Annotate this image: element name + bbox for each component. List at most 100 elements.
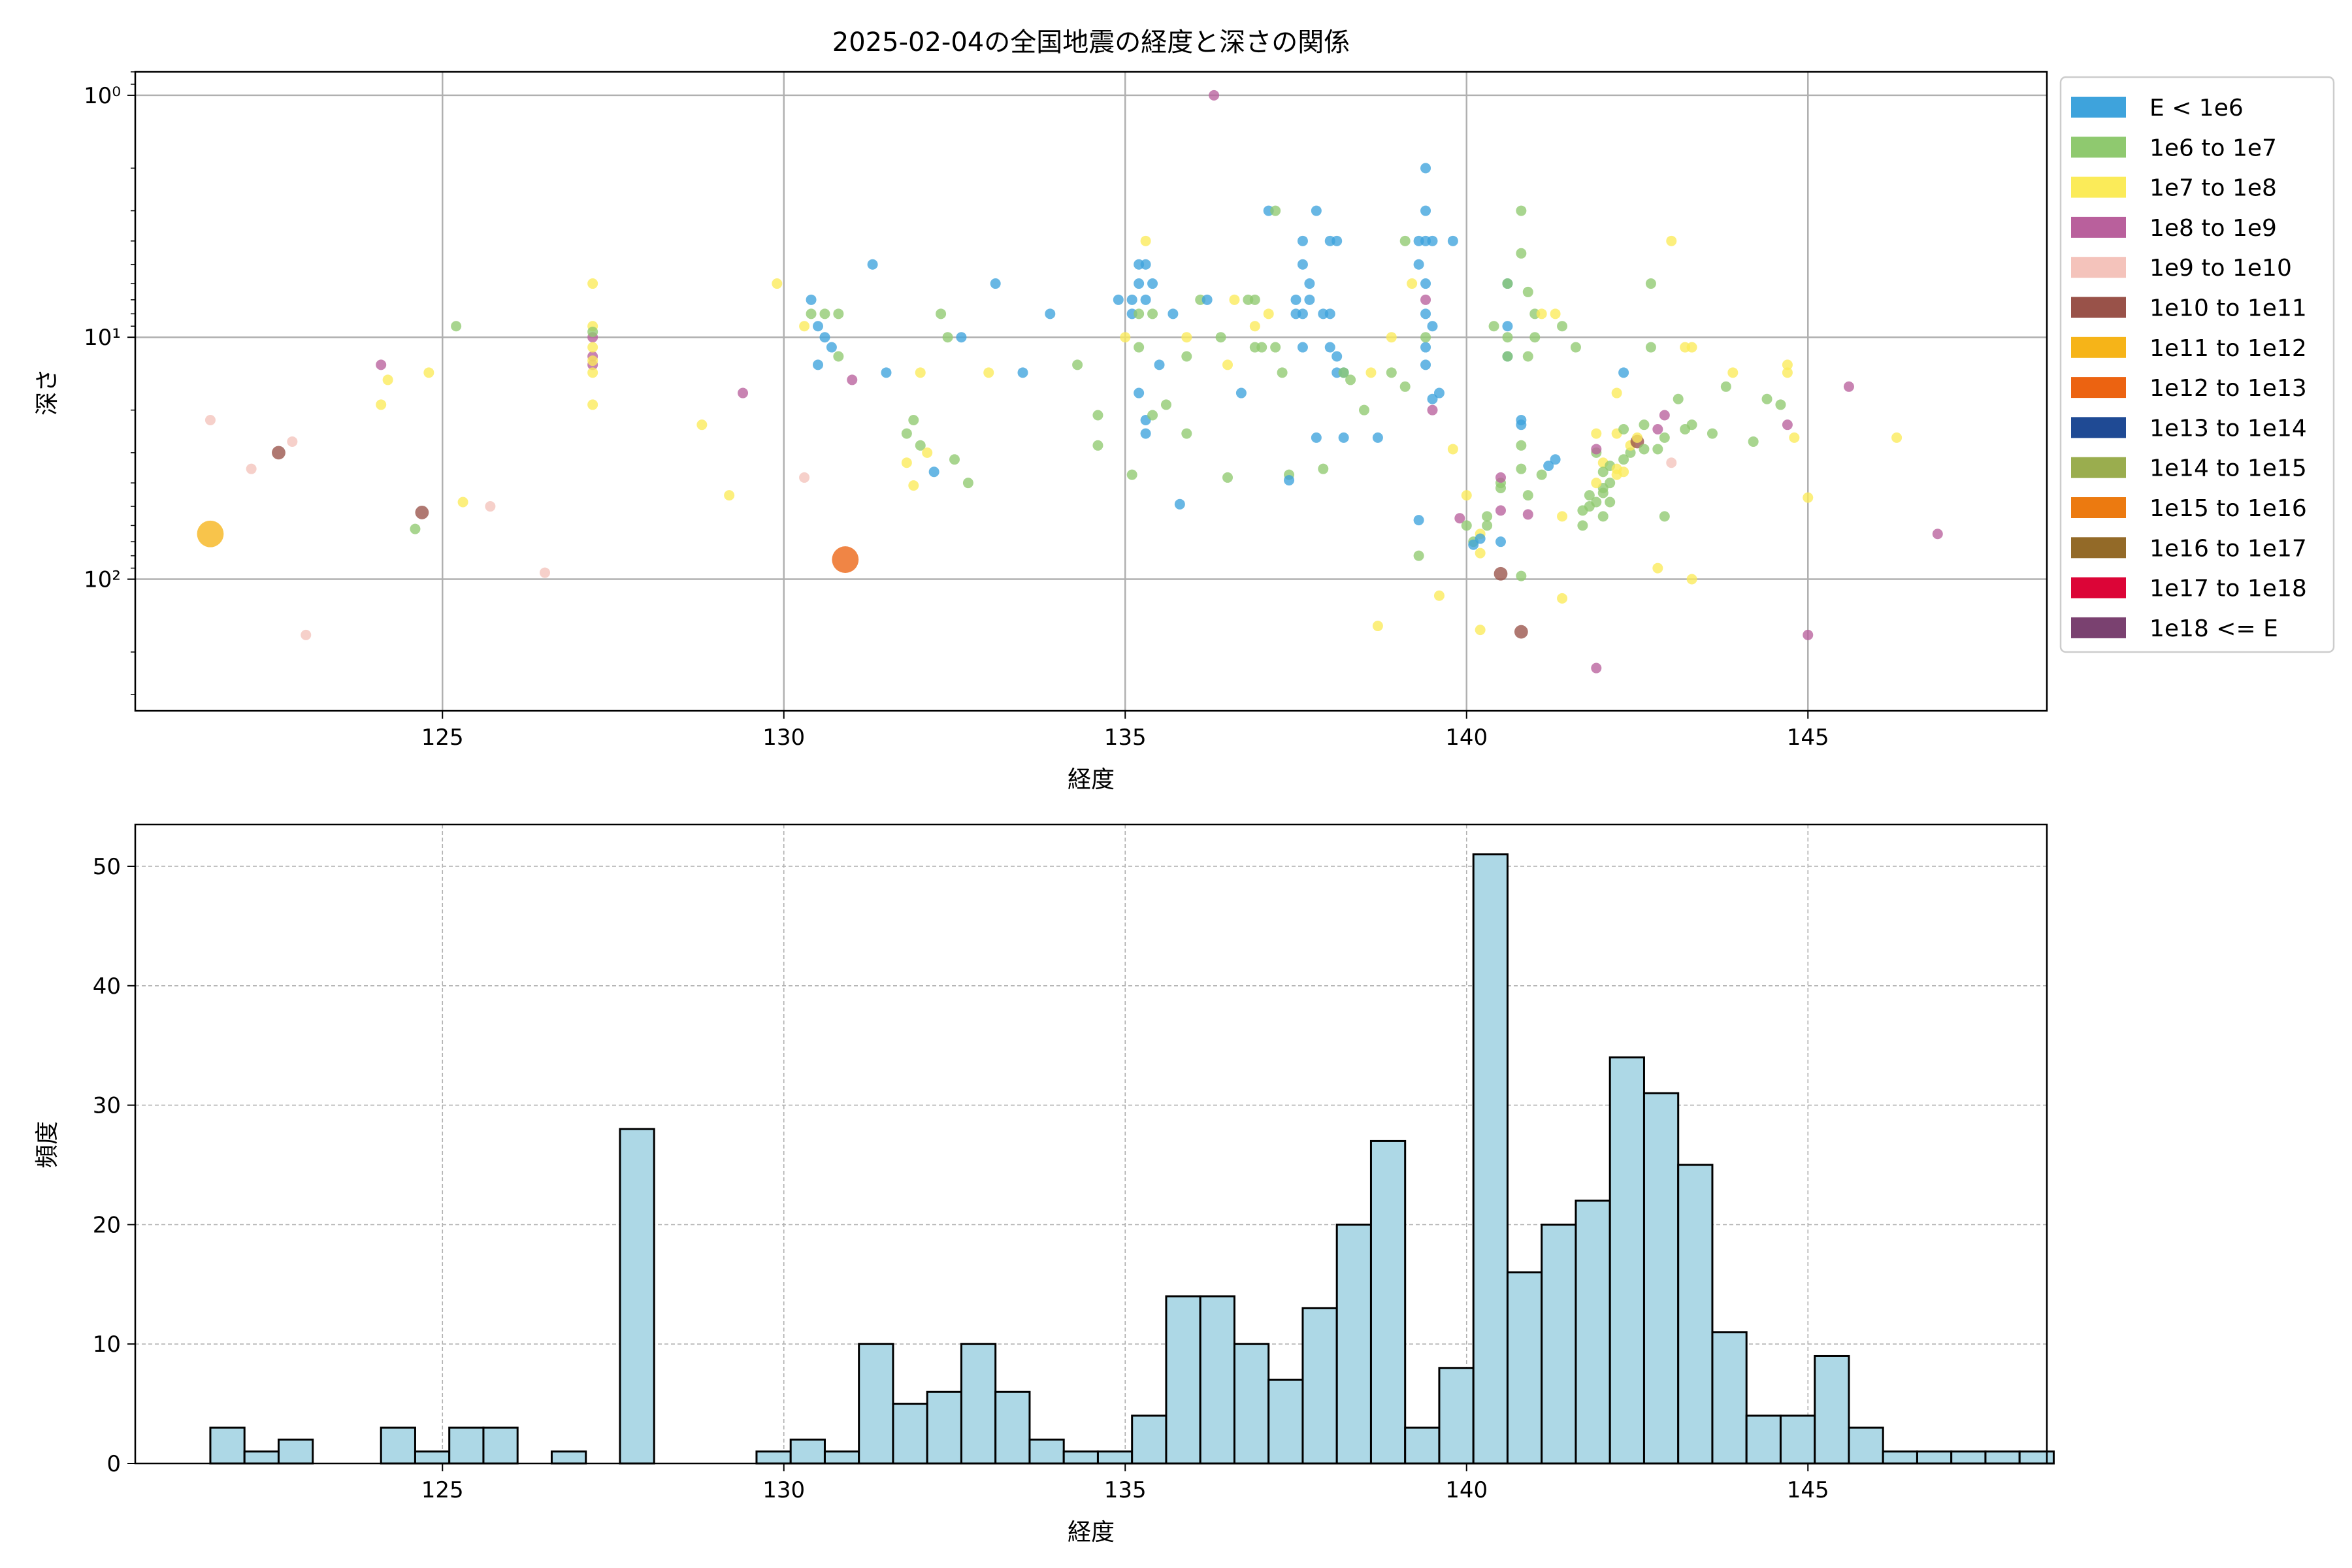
legend-frame [2059, 76, 2335, 653]
scatter-point [1891, 432, 1903, 443]
scatter-point [1290, 294, 1301, 305]
scatter-point [1686, 342, 1697, 353]
scatter-point [287, 436, 298, 447]
scatter-point [1045, 308, 1056, 319]
scatter-point [1181, 332, 1192, 343]
scatter-point [1277, 367, 1288, 378]
scatter-point [1782, 367, 1793, 378]
scatter-point [382, 374, 393, 385]
histogram-bar [2018, 1450, 2055, 1465]
scatter-point [1597, 466, 1609, 478]
scatter-point [1461, 490, 1472, 501]
scatter-point [1454, 513, 1465, 524]
scatter-point [1659, 410, 1670, 421]
legend-swatch [2071, 336, 2126, 358]
scatter-x-tick-label: 130 [762, 725, 805, 751]
legend-swatch [2071, 97, 2126, 118]
scatter-point [1782, 419, 1793, 431]
scatter-point [772, 278, 783, 289]
scatter-point [1611, 387, 1622, 399]
legend-swatch [2071, 417, 2126, 438]
scatter-point [1297, 259, 1308, 270]
histogram-bar [1541, 1223, 1577, 1465]
scatter-point [1727, 367, 1739, 378]
scatter-point [1502, 321, 1513, 332]
scatter-point [1591, 444, 1602, 455]
histogram-bar [1916, 1450, 1953, 1465]
scatter-point [1420, 359, 1431, 370]
scatter-point [1475, 533, 1486, 544]
histogram-bar [823, 1450, 860, 1465]
histogram-bar [550, 1450, 587, 1465]
scatter-point [1597, 511, 1609, 522]
scatter-point [1550, 308, 1561, 319]
scatter-point [204, 415, 216, 426]
scatter-point [1639, 419, 1650, 431]
scatter-point [1618, 466, 1629, 478]
scatter-point [1645, 278, 1656, 289]
scatter-point [1468, 539, 1479, 550]
scatter-point [1420, 332, 1431, 343]
scatter-point [1447, 235, 1458, 246]
legend-swatch [2071, 297, 2126, 318]
histogram-y-tick-label: 20 [93, 1212, 121, 1238]
scatter-point [587, 278, 598, 289]
scatter-point [376, 359, 387, 370]
scatter-point [1249, 294, 1260, 305]
scatter-point [1256, 342, 1267, 353]
histogram-x-tick-label: 130 [762, 1477, 805, 1503]
scatter-point [1516, 248, 1527, 259]
scatter-point [928, 466, 939, 478]
histogram-bar [1814, 1354, 1850, 1465]
scatter-point [1134, 278, 1145, 289]
scatter-point [1420, 294, 1431, 305]
scatter-point [1591, 497, 1602, 508]
scatter-point [197, 520, 224, 547]
scatter-point [1673, 393, 1684, 404]
scatter-point [376, 399, 387, 410]
scatter-point [1461, 520, 1472, 531]
legend-swatch [2071, 216, 2126, 238]
legend-label: 1e8 to 1e9 [2149, 215, 2277, 242]
scatter-point [1297, 342, 1308, 353]
scatter-point [1399, 235, 1411, 246]
legend-label: 1e16 to 1e17 [2149, 535, 2307, 562]
histogram-bar [1677, 1164, 1714, 1465]
scatter-point [1092, 410, 1103, 421]
scatter-x-tick-label: 140 [1445, 725, 1488, 751]
histogram-bar [1984, 1450, 2021, 1465]
scatter-point [451, 321, 462, 332]
scatter-point [1174, 498, 1185, 510]
scatter-point [1147, 308, 1158, 319]
scatter-point [813, 321, 823, 332]
scatter-point [1222, 359, 1233, 370]
histogram-bar [243, 1450, 280, 1465]
legend-label: 1e15 to 1e16 [2149, 495, 2307, 522]
scatter-point [1447, 444, 1458, 455]
scatter-point [1017, 367, 1028, 378]
legend-swatch [2071, 457, 2126, 478]
scatter-point [1160, 399, 1171, 410]
scatter-point [1803, 629, 1814, 640]
scatter-point [1427, 393, 1438, 404]
scatter-point [1652, 563, 1663, 574]
legend-label: 1e12 to 1e13 [2149, 375, 2307, 402]
scatter-point [1502, 351, 1513, 362]
scatter-point [1529, 332, 1541, 343]
scatter-point [1536, 308, 1547, 319]
scatter-point [1331, 235, 1343, 246]
scatter-point [1201, 294, 1213, 305]
scatter-point [1140, 294, 1151, 305]
scatter-point [1843, 381, 1854, 392]
legend-swatch [2071, 617, 2126, 638]
histogram-bar [1609, 1056, 1645, 1465]
scatter-point [1522, 509, 1533, 520]
scatter-point [1659, 511, 1670, 522]
scatter-point [1427, 404, 1438, 416]
scatter-point [1134, 387, 1145, 399]
scatter-point [867, 259, 878, 270]
scatter-point [1134, 308, 1145, 319]
scatter-point [819, 308, 830, 319]
scatter-point [832, 546, 859, 573]
